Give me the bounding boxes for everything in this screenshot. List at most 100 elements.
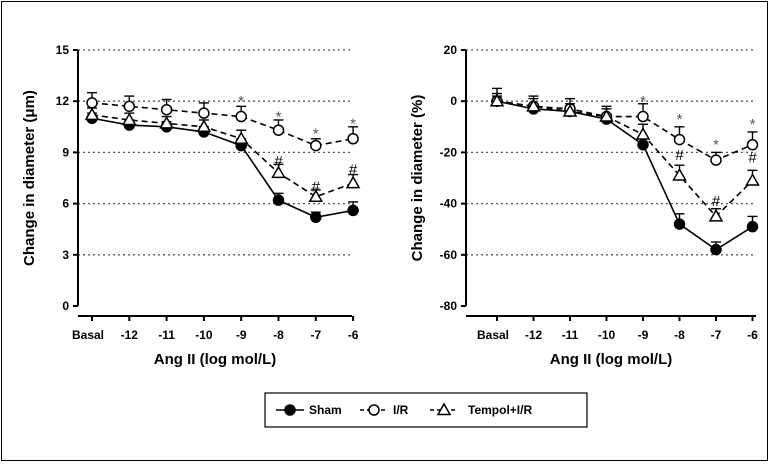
data-point <box>308 189 324 203</box>
x-tick-label: Basal <box>477 328 509 342</box>
data-point <box>347 204 359 217</box>
data-point <box>637 110 649 123</box>
data-point <box>233 131 249 144</box>
x-tick-label: -12 <box>121 328 139 342</box>
significance-mark: # <box>748 150 757 167</box>
data-point <box>272 124 285 136</box>
y-axis-title: Change in diameter (%) <box>409 95 426 262</box>
data-point <box>673 133 686 146</box>
y-tick-label: 15 <box>56 43 70 57</box>
significance-mark: # <box>712 193 721 210</box>
y-tick-label: 0 <box>450 94 457 108</box>
data-point <box>123 100 136 113</box>
data-point <box>198 107 210 119</box>
data-point <box>122 112 137 126</box>
data-point <box>710 154 722 166</box>
series-line <box>496 100 753 251</box>
x-tick-label: -7 <box>711 328 722 342</box>
significance-mark: # <box>675 147 684 164</box>
significance-mark: * <box>276 109 282 126</box>
data-point <box>673 218 686 230</box>
data-point <box>345 175 361 189</box>
y-tick-label: 3 <box>62 248 69 262</box>
data-point <box>159 115 174 129</box>
data-point <box>710 243 722 256</box>
y-tick-label: -40 <box>440 197 458 211</box>
data-point <box>746 220 759 233</box>
data-point <box>562 103 578 117</box>
data-point <box>746 138 759 151</box>
x-tick-label: -9 <box>638 328 649 342</box>
x-tick-label: -11 <box>158 328 175 342</box>
chart-panel-2: -80 -60 -40 -20 0 20 Basal -12 -11 -10 -9 -8 -7 -6 Ang… <box>409 43 760 368</box>
data-point <box>160 103 173 116</box>
y-tick-label: 20 <box>444 43 458 57</box>
series-i-r <box>86 91 359 152</box>
x-tick-label: -8 <box>273 328 284 342</box>
y-tick-label: -80 <box>440 299 458 313</box>
y-tick-label: 9 <box>62 145 69 159</box>
data-point <box>196 119 212 133</box>
data-point <box>599 109 614 122</box>
data-point <box>84 107 100 121</box>
y-tick-label: -60 <box>440 248 458 262</box>
legend-label: I/R <box>393 403 409 417</box>
data-point <box>745 173 760 186</box>
data-point <box>526 98 541 112</box>
y-tick-label: 6 <box>62 197 69 211</box>
x-tick-label: Basal <box>72 328 104 342</box>
legend-marker <box>368 404 380 416</box>
x-tick-label: -10 <box>598 328 616 342</box>
legend-item: Sham <box>276 403 342 417</box>
series-line <box>496 100 754 218</box>
data-point <box>271 165 286 179</box>
data-point <box>272 194 285 206</box>
y-tick-label: 12 <box>56 94 70 108</box>
series-line <box>91 102 354 147</box>
data-point <box>310 211 322 224</box>
legend-label: Sham <box>309 403 342 417</box>
legend-box <box>264 392 588 428</box>
series-line <box>91 114 354 198</box>
x-tick-label: -10 <box>195 328 213 342</box>
x-tick-label: -12 <box>525 328 543 342</box>
significance-mark: # <box>312 179 321 196</box>
significance-mark: * <box>713 137 719 154</box>
chart-panel-1: 0 3 6 9 12 15 Basal -12 -11 -10 -9 -8 -7 -6 Ang II (lo… <box>21 43 361 368</box>
legend-label: Tempol+I/R <box>468 403 532 417</box>
legend-marker <box>284 404 296 416</box>
data-point <box>347 132 359 145</box>
data-point <box>637 138 649 151</box>
series-line <box>91 117 354 219</box>
series-tempol-i-r <box>84 107 361 203</box>
data-point <box>708 208 724 222</box>
data-point <box>310 139 322 152</box>
significance-mark: * <box>350 115 356 132</box>
x-axis-title: Ang II (log mol/L) <box>154 351 276 368</box>
x-tick-label: -6 <box>348 328 359 342</box>
legend-item: I/R <box>360 403 409 417</box>
series-tempol-i-r <box>489 92 760 222</box>
x-tick-label: -6 <box>747 328 758 342</box>
x-tick-label: -11 <box>562 328 579 342</box>
x-tick-label: -7 <box>310 328 321 342</box>
legend: Sham I/R Tempol+I/R <box>264 392 588 428</box>
significance-mark: * <box>677 111 683 128</box>
data-point <box>235 110 247 123</box>
x-axis-title: Ang II (log mol/L) <box>550 351 672 368</box>
y-axis-title: Change in diameter (μm) <box>21 90 38 266</box>
series-sham <box>491 95 759 256</box>
x-tick-label: -9 <box>236 328 247 342</box>
significance-mark: # <box>349 161 358 178</box>
data-point <box>672 167 687 181</box>
data-point <box>635 126 651 140</box>
significance-mark: # <box>274 153 283 170</box>
significance-mark: * <box>238 93 244 110</box>
legend-item: Tempol+I/R <box>430 402 532 417</box>
legend-marker <box>436 402 452 416</box>
x-tick-label: -8 <box>674 328 685 342</box>
y-tick-label: 0 <box>62 299 69 313</box>
y-tick-label: -20 <box>440 145 458 159</box>
